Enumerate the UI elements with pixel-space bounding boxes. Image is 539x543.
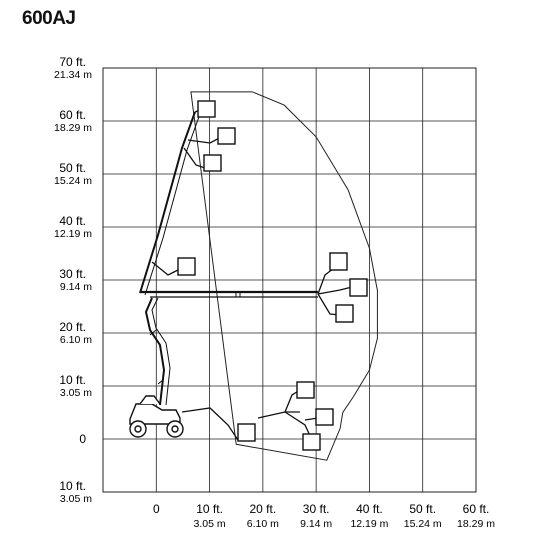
x-tick-label-ft: 30 ft. [303, 502, 330, 516]
y-tick-label-ft: 50 ft. [59, 161, 86, 175]
x-tick-label-m: 15.24 m [404, 518, 442, 530]
y-tick-label-ft: 30 ft. [59, 267, 86, 281]
x-tick-label-ft: 0 [153, 502, 160, 516]
y-tick-label-ft: 70 ft. [59, 55, 86, 69]
main-boom-horizontal [140, 290, 318, 298]
x-tick-label-m: 9.14 m [300, 518, 332, 530]
y-tick-label-m: 15.24 m [54, 175, 92, 187]
y-tick-label-m: 3.05 m [60, 493, 92, 505]
working-envelope [190, 91, 378, 461]
y-tick-label-m: 12.19 m [54, 228, 92, 240]
y-tick-label-ft: 40 ft. [59, 214, 86, 228]
x-axis-ticks: 0 10 ft. 3.05 m 20 ft. 6.10 m 30 ft. 9.14 m 40 … [153, 502, 495, 530]
platform-baskets [177, 100, 368, 451]
x-tick-label-ft: 40 ft. [356, 502, 383, 516]
lift-machine-drawing [129, 100, 368, 451]
y-tick-label-ft: 10 ft. [59, 373, 86, 387]
x-tick-label-ft: 50 ft. [409, 502, 436, 516]
y-tick-label-ft: 0 [79, 432, 86, 446]
x-tick-label-ft: 20 ft. [250, 502, 277, 516]
chart-grid [102, 67, 477, 493]
y-tick-label-m: 21.34 m [54, 69, 92, 81]
lower-boom [144, 297, 171, 406]
y-axis-ticks: 70 ft.21.34 m 60 ft.18.29 m 50 ft.15.24 m 4… [54, 55, 92, 505]
y-tick-label-m: 6.10 m [60, 334, 92, 346]
y-tick-label-ft: 10 ft. [59, 479, 86, 493]
x-tick-label-m: 3.05 m [194, 518, 226, 530]
y-tick-label-m: 3.05 m [60, 387, 92, 399]
main-boom-vertical [139, 111, 201, 296]
x-tick-label-ft: 10 ft. [196, 502, 223, 516]
y-tick-label-m: 9.14 m [60, 281, 92, 293]
x-tick-label-m: 18.29 m [457, 518, 495, 530]
jib-arms-low [181, 389, 319, 441]
x-tick-label-ft: 60 ft. [463, 502, 490, 516]
y-tick-label-ft: 60 ft. [59, 108, 86, 122]
x-tick-label-m: 12.19 m [350, 518, 388, 530]
machine-base [129, 395, 184, 438]
y-tick-label-m: 18.29 m [54, 122, 92, 134]
y-tick-label-ft: 20 ft. [59, 320, 86, 334]
x-tick-label-m: 6.10 m [247, 518, 279, 530]
chart-title: 600AJ [22, 8, 76, 29]
